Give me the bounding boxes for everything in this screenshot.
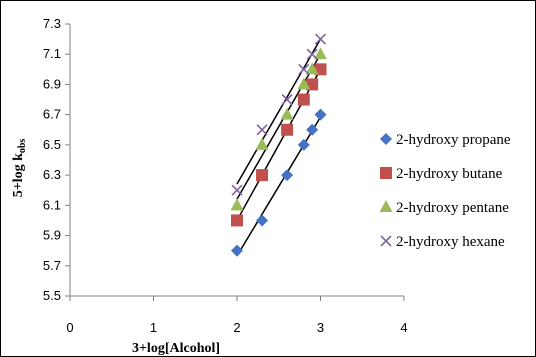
data-point <box>231 244 243 257</box>
legend-marker <box>380 133 392 145</box>
legend-marker <box>380 235 392 247</box>
data-point <box>281 93 293 106</box>
data-point <box>314 47 327 60</box>
x-tick-label: 1 <box>150 320 157 335</box>
y-tick-label: 7.3 <box>43 16 61 31</box>
x-tick-label: 4 <box>400 320 407 335</box>
y-tick-label: 7.1 <box>43 46 61 61</box>
data-point <box>256 169 269 182</box>
y-tick-label: 6.1 <box>43 197 61 212</box>
data-point <box>256 124 268 136</box>
x-tick-label: 2 <box>233 320 240 335</box>
y-tick-label: 6.9 <box>43 76 61 91</box>
data-points <box>230 33 327 257</box>
axes <box>65 23 405 301</box>
data-point <box>297 93 310 106</box>
data-point <box>306 123 319 136</box>
legend-marker <box>379 200 393 212</box>
legend-label: 2-hydroxy propane <box>396 132 511 148</box>
data-point <box>231 214 243 227</box>
y-tick-label: 5.7 <box>43 258 61 273</box>
legend-label: 2-hydroxy pentane <box>396 200 509 216</box>
data-point <box>256 214 269 227</box>
data-point <box>231 184 243 196</box>
y-tick-labels: 5.5 5.7 5.9 6.1 6.3 6.5 6.7 6.9 7.1 7.3 <box>43 16 61 303</box>
y-axis-title-subscript: obs <box>17 139 28 154</box>
data-point <box>305 62 319 75</box>
legend: 2-hydroxy propane 2-hydroxy butane 2-hydro… <box>379 132 511 250</box>
data-point <box>255 137 269 150</box>
data-point <box>297 138 310 151</box>
data-point <box>314 108 327 121</box>
y-axis-title: 5+log kobs <box>11 139 28 198</box>
y-tick-label: 5.5 <box>43 288 61 303</box>
x-tick-label: 3 <box>317 320 324 335</box>
data-point <box>298 63 310 75</box>
trendline-3 <box>236 53 322 200</box>
y-tick-label: 6.3 <box>43 167 61 182</box>
legend-label: 2-hydroxy butane <box>396 166 503 182</box>
y-axis-title-base: 5+log k <box>11 153 26 197</box>
y-tick-label: 6.7 <box>43 107 61 122</box>
data-point <box>230 198 244 211</box>
data-point <box>314 33 327 45</box>
data-point <box>281 169 294 182</box>
data-point <box>306 48 318 60</box>
x-tick-labels: 0 1 2 3 4 <box>66 320 407 335</box>
x-tick-label: 0 <box>66 320 73 335</box>
trendline-4 <box>236 38 322 185</box>
data-point <box>280 107 294 120</box>
legend-label: 2-hydroxy hexane <box>396 234 505 250</box>
y-tick-label: 6.5 <box>43 137 61 152</box>
trendline-1 <box>236 116 322 257</box>
legend-marker <box>380 167 392 179</box>
data-point <box>281 123 294 136</box>
x-axis-title: 3+log[Alcohol] <box>132 341 220 356</box>
data-point <box>297 77 311 90</box>
y-tick-label: 5.9 <box>43 228 61 243</box>
data-point <box>314 63 327 76</box>
